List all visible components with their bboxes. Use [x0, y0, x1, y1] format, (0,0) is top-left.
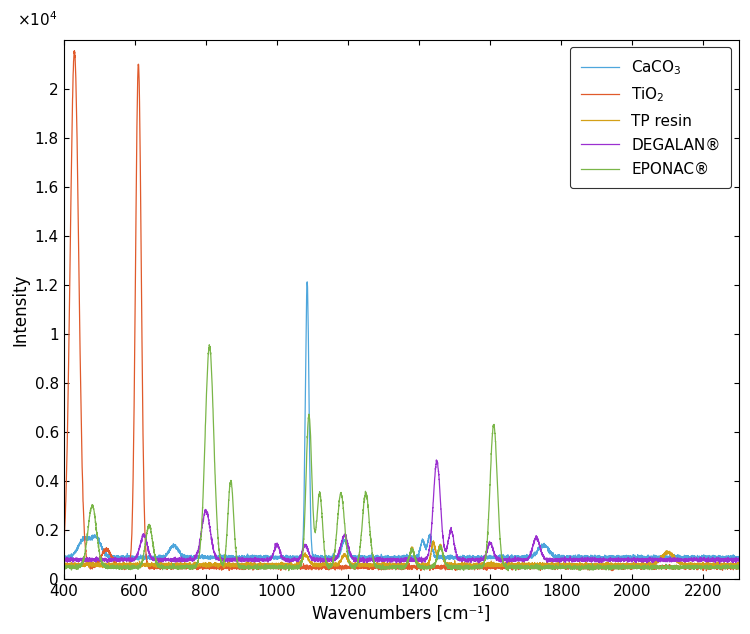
CaCO$_3$	[59, 552, 68, 560]
TiO$_2$	[314, 562, 322, 569]
TP resin	[429, 537, 438, 545]
TiO$_2$	[224, 563, 232, 571]
TP resin	[220, 561, 229, 569]
DEGALAN®	[59, 556, 68, 564]
TiO$_2$	[216, 563, 225, 571]
DEGALAN®	[432, 456, 441, 463]
EPONAC®	[220, 556, 229, 564]
DEGALAN®	[734, 556, 743, 564]
CaCO$_3$	[729, 554, 738, 562]
EPONAC®	[362, 492, 371, 500]
Line: TP resin: TP resin	[64, 541, 739, 568]
CaCO$_3$	[224, 552, 232, 560]
EPONAC®	[314, 495, 322, 503]
EPONAC®	[729, 564, 738, 572]
TiO$_2$	[729, 565, 738, 573]
CaCO$_3$	[220, 553, 229, 561]
Y-axis label: Intensity: Intensity	[11, 273, 29, 346]
TP resin	[729, 560, 738, 567]
DEGALAN®	[729, 556, 738, 564]
Text: $\times10^4$: $\times10^4$	[16, 10, 57, 29]
EPONAC®	[504, 567, 513, 574]
TiO$_2$	[220, 564, 229, 571]
X-axis label: Wavenumbers [cm⁻¹]: Wavenumbers [cm⁻¹]	[312, 605, 490, 623]
CaCO$_3$	[362, 553, 371, 561]
Line: EPONAC®: EPONAC®	[64, 345, 739, 571]
Line: CaCO$_3$: CaCO$_3$	[64, 282, 739, 560]
EPONAC®	[734, 564, 743, 571]
TP resin	[224, 559, 232, 566]
DEGALAN®	[216, 555, 225, 563]
DEGALAN®	[716, 560, 724, 567]
TP resin	[314, 561, 322, 569]
Line: TiO$_2$: TiO$_2$	[64, 51, 739, 571]
TP resin	[59, 559, 68, 567]
TiO$_2$	[70, 47, 79, 55]
DEGALAN®	[220, 557, 229, 564]
TP resin	[734, 559, 743, 567]
EPONAC®	[224, 514, 232, 522]
TP resin	[460, 564, 470, 572]
EPONAC®	[59, 563, 68, 571]
CaCO$_3$	[725, 557, 734, 564]
TiO$_2$	[734, 562, 743, 570]
DEGALAN®	[224, 559, 232, 566]
EPONAC®	[216, 557, 225, 565]
TiO$_2$	[59, 541, 68, 549]
Line: DEGALAN®: DEGALAN®	[64, 460, 739, 564]
CaCO$_3$	[216, 556, 225, 564]
TP resin	[362, 560, 370, 568]
Legend: CaCO$_3$, TiO$_2$, TP resin, DEGALAN®, EPONAC®: CaCO$_3$, TiO$_2$, TP resin, DEGALAN®, E…	[570, 47, 731, 188]
DEGALAN®	[362, 556, 370, 564]
EPONAC®	[205, 341, 214, 349]
TP resin	[216, 560, 225, 567]
CaCO$_3$	[734, 553, 743, 561]
TiO$_2$	[702, 567, 711, 574]
CaCO$_3$	[303, 278, 312, 286]
CaCO$_3$	[314, 552, 322, 560]
DEGALAN®	[314, 556, 322, 564]
TiO$_2$	[362, 562, 371, 570]
